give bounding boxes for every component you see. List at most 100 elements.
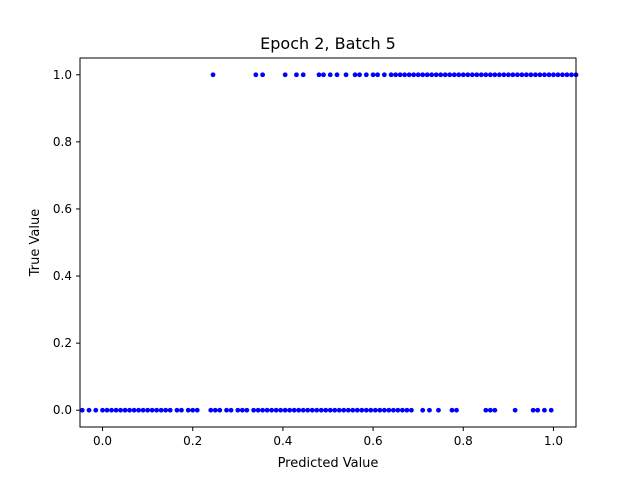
- data-point: [282, 72, 288, 78]
- y-tick-label: 0.6: [53, 202, 72, 216]
- data-point: [93, 407, 99, 413]
- data-point: [465, 72, 471, 78]
- data-point: [551, 72, 556, 78]
- data-point: [158, 407, 164, 413]
- data-point: [332, 407, 338, 413]
- data-point: [436, 407, 441, 413]
- data-point: [512, 407, 518, 413]
- data-point: [127, 407, 132, 413]
- x-axis-ticks: 0.0 0.2 0.4 0.6 0.8 1.0: [93, 427, 563, 448]
- data-point: [546, 72, 552, 78]
- x-tick-label: 0.8: [454, 434, 473, 448]
- data-point: [269, 407, 275, 413]
- data-point: [390, 407, 396, 413]
- data-point: [264, 407, 270, 413]
- data-point: [510, 72, 516, 78]
- data-point: [149, 407, 155, 413]
- data-point: [478, 72, 484, 78]
- data-point: [278, 407, 284, 413]
- data-point: [483, 72, 489, 78]
- data-point: [560, 72, 565, 78]
- data-point: [474, 72, 480, 78]
- data-point: [505, 72, 511, 78]
- x-tick-label: 1.0: [544, 434, 563, 448]
- data-point: [314, 407, 320, 413]
- y-tick-label: 0.8: [53, 135, 72, 149]
- y-axis-label: True Value: [28, 209, 43, 277]
- data-point: [415, 72, 421, 78]
- data-point: [291, 407, 297, 413]
- data-point: [381, 72, 387, 78]
- x-tick-label: 0.2: [183, 434, 202, 448]
- data-point: [451, 72, 457, 78]
- data-point: [438, 72, 444, 78]
- data-point: [294, 72, 299, 78]
- data-point: [530, 407, 536, 413]
- data-point: [528, 72, 534, 78]
- data-point: [174, 407, 180, 413]
- data-point: [433, 72, 439, 78]
- data-point: [79, 407, 85, 413]
- data-point: [386, 407, 392, 413]
- data-point: [86, 407, 92, 413]
- y-tick-label: 0.0: [53, 403, 72, 417]
- data-point: [402, 72, 408, 78]
- y-axis-ticks: 0.0 0.2 0.4 0.6 0.8 1.0: [53, 68, 80, 417]
- data-point: [447, 72, 453, 78]
- data-point: [406, 72, 412, 78]
- data-point: [228, 407, 234, 413]
- data-point: [104, 407, 110, 413]
- data-point: [341, 407, 347, 413]
- data-point: [163, 407, 169, 413]
- y-tick-label: 0.2: [53, 336, 72, 350]
- data-point: [492, 407, 498, 413]
- data-point: [318, 407, 324, 413]
- data-point: [327, 72, 333, 78]
- data-point: [273, 407, 279, 413]
- data-point: [300, 72, 306, 78]
- data-point: [397, 72, 403, 78]
- data-point: [354, 407, 360, 413]
- data-point: [357, 72, 362, 78]
- data-point: [460, 72, 466, 78]
- data-point: [345, 407, 351, 413]
- data-point: [359, 407, 365, 413]
- data-point: [514, 72, 520, 78]
- data-point: [343, 72, 349, 78]
- data-point: [469, 72, 475, 78]
- data-point: [524, 72, 529, 78]
- y-tick-label: 0.4: [53, 269, 72, 283]
- data-point: [535, 407, 541, 413]
- data-point: [251, 407, 256, 413]
- data-point: [217, 407, 223, 413]
- data-point: [368, 407, 374, 413]
- data-point: [564, 72, 570, 78]
- data-point: [420, 407, 426, 413]
- data-point: [350, 407, 356, 413]
- data-point: [487, 407, 493, 413]
- data-point: [496, 72, 502, 78]
- data-point: [255, 407, 261, 413]
- data-point: [136, 407, 142, 413]
- data-point: [113, 407, 119, 413]
- data-point: [305, 407, 311, 413]
- data-point: [334, 72, 340, 78]
- data-point: [363, 407, 369, 413]
- data-point: [321, 72, 326, 78]
- data-point: [100, 407, 105, 413]
- data-point: [393, 72, 399, 78]
- chart-title: Epoch 2, Batch 5: [260, 34, 396, 53]
- data-point: [140, 407, 146, 413]
- data-point: [409, 407, 414, 413]
- data-point: [352, 72, 358, 78]
- data-point: [212, 407, 218, 413]
- data-point: [388, 72, 394, 78]
- data-point: [244, 407, 250, 413]
- data-point: [555, 72, 561, 78]
- data-point: [492, 72, 498, 78]
- data-point: [185, 407, 191, 413]
- data-point: [411, 72, 417, 78]
- data-point: [167, 407, 173, 413]
